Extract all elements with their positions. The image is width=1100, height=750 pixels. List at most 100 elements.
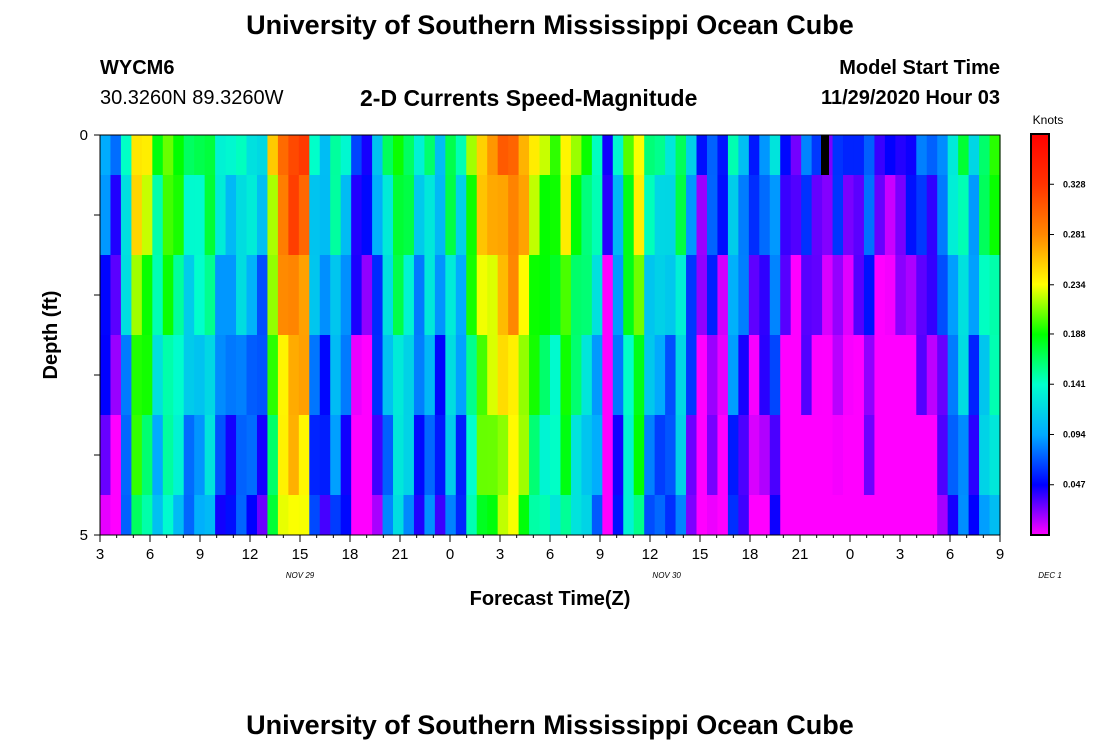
heatmap-cell bbox=[706, 255, 719, 335]
heatmap-cell bbox=[215, 175, 227, 255]
heatmap-cell bbox=[382, 335, 394, 415]
heatmap-cell bbox=[602, 135, 614, 175]
heatmap-cell bbox=[989, 255, 1001, 335]
heatmap-cell bbox=[937, 335, 949, 415]
heatmap-cell bbox=[340, 415, 352, 495]
heatmap-cell bbox=[759, 255, 771, 335]
heatmap-cell bbox=[403, 255, 415, 335]
heatmap-cell bbox=[288, 335, 300, 415]
heatmap-cell bbox=[529, 175, 541, 255]
heatmap-cell bbox=[968, 255, 980, 335]
heatmap-cell bbox=[194, 335, 206, 415]
heatmap-cell bbox=[236, 175, 248, 255]
heatmap-cell bbox=[487, 255, 499, 335]
heatmap-cell bbox=[372, 255, 384, 335]
heatmap-cell bbox=[424, 135, 436, 175]
heatmap-cell bbox=[675, 335, 687, 415]
y-tick-label: 0 bbox=[80, 127, 88, 144]
heatmap-cell bbox=[769, 135, 781, 175]
heatmap-cell bbox=[372, 495, 384, 535]
heatmap-cell bbox=[183, 495, 195, 535]
heatmap-cell bbox=[413, 255, 426, 335]
heatmap-cell bbox=[277, 415, 289, 495]
date-label: NOV 30 bbox=[652, 571, 681, 580]
heatmap-cell bbox=[591, 335, 603, 415]
heatmap-cell bbox=[727, 415, 739, 495]
heatmap-cell bbox=[110, 175, 122, 255]
x-tick-label: 21 bbox=[392, 546, 409, 563]
heatmap-cell bbox=[131, 415, 143, 495]
heatmap-cell bbox=[654, 415, 666, 495]
heatmap-cell bbox=[644, 415, 656, 495]
heatmap-cell bbox=[738, 135, 750, 175]
heatmap-cell bbox=[267, 135, 279, 175]
heatmap-cell bbox=[508, 175, 520, 255]
page-title: University of Southern Mississippi Ocean… bbox=[246, 10, 854, 40]
heatmap-cells bbox=[100, 135, 1001, 535]
heatmap-cell bbox=[665, 495, 677, 535]
heatmap-cell bbox=[769, 495, 781, 535]
heatmap-cell bbox=[100, 335, 112, 415]
heatmap-cell bbox=[382, 495, 394, 535]
heatmap-cell bbox=[445, 335, 457, 415]
heatmap-cell bbox=[832, 175, 844, 255]
heatmap-cell bbox=[581, 495, 593, 535]
heatmap-cell bbox=[905, 495, 917, 535]
heatmap-cell bbox=[141, 335, 153, 415]
heatmap-cell bbox=[330, 415, 342, 495]
heatmap-cell bbox=[686, 255, 698, 335]
heatmap-cell bbox=[686, 415, 698, 495]
heatmap-cell bbox=[162, 255, 174, 335]
heatmap-cell bbox=[633, 135, 645, 175]
heatmap-cell bbox=[277, 175, 289, 255]
heatmap-cell bbox=[298, 255, 310, 335]
heatmap-cell bbox=[947, 175, 959, 255]
heatmap-cell bbox=[256, 495, 269, 535]
x-tick-label: 9 bbox=[596, 546, 604, 563]
heatmap-cell bbox=[633, 175, 645, 255]
heatmap-cell bbox=[424, 495, 436, 535]
heatmap-cell bbox=[162, 335, 174, 415]
heatmap-cell bbox=[570, 255, 582, 335]
heatmap-cell bbox=[581, 415, 593, 495]
heatmap-cell bbox=[539, 415, 551, 495]
date-label: DEC 1 bbox=[1038, 571, 1062, 580]
heatmap-cell bbox=[727, 495, 739, 535]
heatmap-cell bbox=[246, 415, 258, 495]
heatmap-cell bbox=[916, 255, 928, 335]
heatmap-cell bbox=[403, 135, 415, 175]
colorbar-tick-label: 0.094 bbox=[1063, 429, 1086, 439]
heatmap-cell bbox=[466, 135, 478, 175]
heatmap-cell bbox=[979, 175, 991, 255]
heatmap-cell bbox=[560, 255, 572, 335]
heatmap-cell bbox=[141, 175, 153, 255]
heatmap-cell bbox=[215, 495, 227, 535]
heatmap-cell bbox=[748, 135, 760, 175]
heatmap-cell bbox=[979, 255, 991, 335]
heatmap-cell bbox=[445, 415, 457, 495]
heatmap-cell bbox=[445, 495, 457, 535]
heatmap-cell bbox=[319, 175, 331, 255]
heatmap-cell bbox=[204, 255, 216, 335]
heatmap-cell bbox=[152, 415, 164, 495]
heatmap-cell bbox=[916, 495, 928, 535]
heatmap-cell bbox=[937, 495, 949, 535]
heatmap-cell bbox=[633, 495, 645, 535]
heatmap-cell bbox=[769, 415, 781, 495]
heatmap-cell bbox=[832, 495, 844, 535]
heatmap-cell bbox=[539, 175, 551, 255]
heatmap-cell bbox=[351, 415, 363, 495]
heatmap-cell bbox=[926, 415, 938, 495]
heatmap-cell bbox=[979, 135, 991, 175]
heatmap-cell bbox=[644, 175, 656, 255]
heatmap-cell bbox=[173, 495, 185, 535]
heatmap-cell bbox=[434, 135, 446, 175]
heatmap-cell bbox=[926, 135, 938, 175]
heatmap-cell bbox=[633, 335, 645, 415]
heatmap-cell bbox=[895, 335, 907, 415]
heatmap-cell bbox=[738, 495, 750, 535]
heatmap-cell bbox=[340, 495, 352, 535]
heatmap-cell bbox=[319, 255, 331, 335]
heatmap-cell bbox=[727, 335, 739, 415]
heatmap-cell bbox=[581, 255, 593, 335]
